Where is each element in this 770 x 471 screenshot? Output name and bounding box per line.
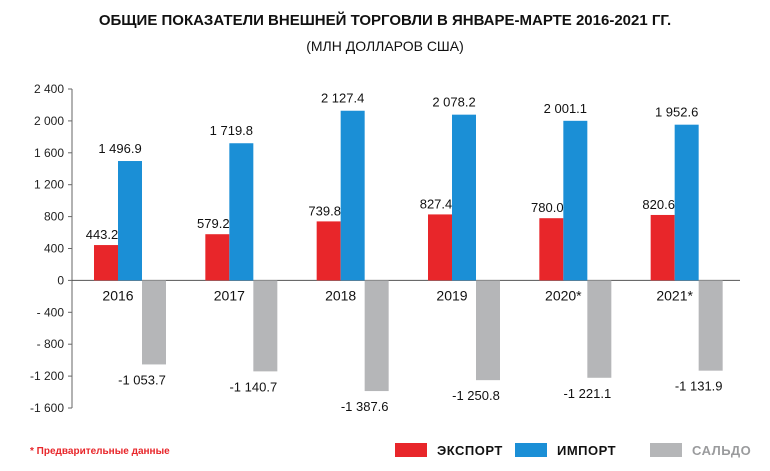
bar-import (340, 110, 365, 281)
legend-swatch-balance (650, 443, 682, 457)
data-label-export: 780.0 (531, 200, 564, 215)
x-tick-label: 2019 (436, 287, 467, 303)
bar-import (229, 143, 254, 281)
bar-export (205, 234, 230, 281)
x-tick-label: 2016 (102, 287, 133, 303)
data-label-import: 2 127.4 (321, 91, 364, 106)
data-label-balance: -1 053.7 (118, 372, 166, 387)
bar-import (674, 124, 699, 281)
data-label-import: 1 719.8 (210, 123, 253, 138)
x-tick-label: 2018 (325, 287, 356, 303)
y-tick-label: 0 (57, 273, 64, 287)
bar-import (563, 120, 588, 281)
bar-import (118, 161, 142, 281)
data-label-import: 2 078.2 (432, 95, 475, 110)
data-label-balance: -1 387.6 (341, 399, 389, 414)
y-tick-label: 1 200 (34, 178, 64, 192)
bar-balance (253, 280, 278, 372)
y-tick-label: 800 (44, 210, 64, 224)
bar-export (539, 218, 564, 281)
y-tick-label: - 800 (37, 337, 65, 351)
x-tick-label: 2020* (545, 287, 582, 303)
bar-export (650, 214, 675, 281)
legend-label-import: ИМПОРТ (557, 442, 617, 458)
bar-balance (587, 280, 612, 378)
y-tick-label: 2 000 (34, 114, 64, 128)
data-label-export: 820.6 (642, 197, 675, 212)
legend-swatch-import (515, 443, 547, 457)
bar-export (316, 221, 341, 281)
data-label-export: 579.2 (197, 216, 230, 231)
bar-balance (698, 280, 723, 371)
legend-label-export: ЭКСПОРТ (437, 442, 503, 458)
y-tick-label: 2 400 (34, 82, 64, 96)
chart-subtitle: (МЛН ДОЛЛАРОВ США) (306, 38, 464, 54)
legend-label-balance: САЛЬДО (692, 442, 752, 458)
bar-export (94, 245, 118, 281)
data-label-import: 1 496.9 (98, 141, 141, 156)
data-label-export: 827.4 (420, 196, 453, 211)
data-label-balance: -1 131.9 (675, 379, 723, 394)
data-label-import: 1 952.6 (655, 105, 698, 120)
footnote-star: * (30, 446, 34, 457)
legend-item-export: ЭКСПОРТ (395, 440, 503, 460)
y-tick-label: -1 200 (30, 369, 64, 383)
x-tick-label: 2017 (214, 287, 245, 303)
data-label-import: 2 001.1 (544, 101, 587, 116)
footnote-text: Предварительные данные (33, 446, 170, 457)
data-label-balance: -1 250.8 (452, 388, 500, 403)
x-tick-label: 2021* (656, 287, 693, 303)
bar-balance (476, 280, 500, 381)
data-label-export: 443.2 (86, 227, 119, 242)
data-label-balance: -1 140.7 (229, 379, 277, 394)
bar-balance (364, 280, 389, 392)
bar-balance (142, 280, 166, 365)
data-label-balance: -1 221.1 (563, 386, 611, 401)
trade-bar-chart: 2 400 2 000 1 600 1 200 800 400 0 - 400 - 800 -1 … (30, 82, 740, 415)
y-tick-label: -1 600 (30, 401, 64, 415)
bar-import (452, 114, 476, 281)
legend-swatch-export (395, 443, 427, 457)
chart-title: ОБЩИЕ ПОКАЗАТЕЛИ ВНЕШНЕЙ ТОРГОВЛИ В ЯНВА… (98, 12, 672, 29)
y-tick-label: 400 (44, 242, 64, 256)
legend-item-import: ИМПОРТ (515, 440, 616, 460)
y-tick-label: 1 600 (34, 146, 64, 160)
legend-item-balance: САЛЬДО (650, 440, 751, 460)
y-tick-label: - 400 (37, 305, 65, 319)
footnote: * Предварительные данные (30, 446, 170, 457)
bar-export (428, 214, 452, 281)
data-label-export: 739.8 (308, 203, 341, 218)
